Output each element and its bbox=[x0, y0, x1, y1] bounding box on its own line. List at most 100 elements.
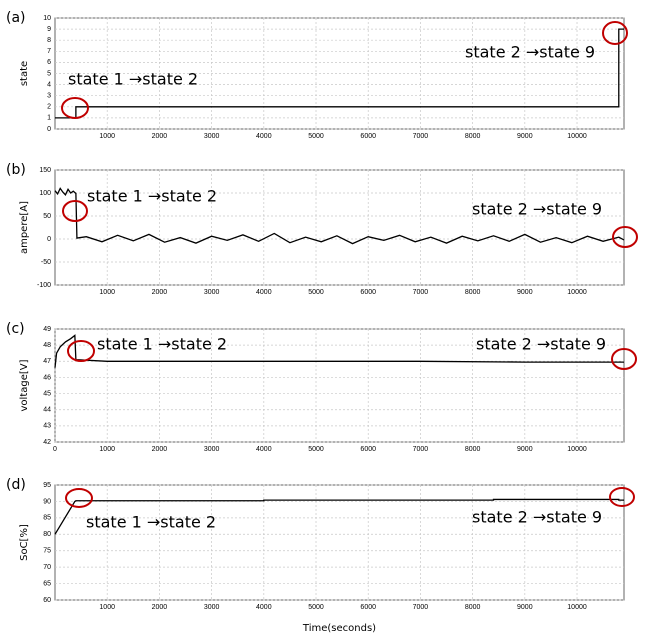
y-tick-label: -100 bbox=[37, 282, 51, 289]
x-tick-label: 6000 bbox=[360, 133, 376, 140]
y-axis-label: SoC[%] bbox=[19, 524, 30, 561]
highlight bbox=[67, 340, 95, 362]
y-tick-label: 2 bbox=[47, 104, 51, 111]
x-tick-label: 8000 bbox=[465, 604, 481, 611]
panel-label: (a) bbox=[6, 10, 26, 26]
annotation: state 1 →state 2 bbox=[97, 335, 227, 354]
plot-frame bbox=[54, 169, 625, 286]
plot-frame bbox=[54, 328, 625, 443]
x-tick-label: 7000 bbox=[413, 289, 429, 296]
y-tick-label: 0 bbox=[47, 236, 51, 243]
data-line bbox=[54, 334, 624, 368]
y-tick-label: 3 bbox=[47, 93, 51, 100]
x-tick-label: 6000 bbox=[360, 604, 376, 611]
y-tick-label: 10 bbox=[43, 15, 51, 22]
x-axis-label: Time(seconds) bbox=[302, 623, 376, 634]
y-tick-label: 49 bbox=[43, 326, 51, 333]
y-tick-label: 5 bbox=[47, 70, 51, 77]
y-tick-label: 80 bbox=[43, 531, 51, 538]
x-tick-label: 0 bbox=[53, 446, 57, 453]
data-line bbox=[54, 187, 625, 245]
y-tick-label: 1 bbox=[47, 115, 51, 122]
x-tick-label: 4000 bbox=[256, 604, 272, 611]
y-tick-label: 85 bbox=[43, 515, 51, 522]
x-tick-label: 2000 bbox=[152, 446, 168, 453]
y-tick-label: 48 bbox=[43, 342, 51, 349]
panel-label: (d) bbox=[6, 477, 26, 493]
y-tick-label: 50 bbox=[43, 213, 51, 220]
x-tick-label: 1000 bbox=[99, 289, 115, 296]
panel-label: (b) bbox=[6, 162, 26, 178]
highlight bbox=[65, 488, 93, 508]
y-tick-label: 46 bbox=[43, 374, 51, 381]
x-tick-label: 2000 bbox=[152, 133, 168, 140]
y-tick-label: 65 bbox=[43, 580, 51, 587]
y-tick-label: 75 bbox=[43, 548, 51, 555]
x-tick-label: 2000 bbox=[152, 604, 168, 611]
y-tick-label: 47 bbox=[43, 358, 51, 365]
highlight bbox=[609, 487, 635, 507]
x-tick-label: 4000 bbox=[256, 289, 272, 296]
y-tick-label: 95 bbox=[43, 482, 51, 489]
x-tick-label: 1000 bbox=[99, 446, 115, 453]
x-tick-label: 10000 bbox=[567, 289, 587, 296]
y-axis-label: state bbox=[19, 61, 30, 86]
highlight-circles bbox=[61, 21, 638, 508]
x-tick-label: 3000 bbox=[204, 289, 220, 296]
x-tick-label: 10000 bbox=[567, 604, 587, 611]
x-tick-label: 9000 bbox=[517, 604, 533, 611]
x-tick-label: 3000 bbox=[204, 133, 220, 140]
plot-frame bbox=[54, 484, 625, 601]
y-tick-label: 60 bbox=[43, 597, 51, 604]
x-tick-label: 7000 bbox=[413, 604, 429, 611]
y-tick-label: 0 bbox=[47, 126, 51, 133]
x-tick-label: 5000 bbox=[308, 604, 324, 611]
x-tick-label: 10000 bbox=[567, 446, 587, 453]
y-tick-label: 45 bbox=[43, 390, 51, 397]
data-line bbox=[54, 498, 624, 535]
x-tick-label: 10000 bbox=[567, 133, 587, 140]
y-tick-label: 8 bbox=[47, 37, 51, 44]
x-tick-label: 8000 bbox=[465, 446, 481, 453]
x-tick-label: 6000 bbox=[360, 289, 376, 296]
y-tick-label: 70 bbox=[43, 564, 51, 571]
y-tick-label: 6 bbox=[47, 59, 51, 66]
annotation: state 1 →state 2 bbox=[86, 513, 216, 532]
y-tick-label: 44 bbox=[43, 407, 51, 414]
y-axis-label: voltage[V] bbox=[19, 359, 30, 411]
highlight bbox=[612, 226, 638, 248]
y-axis-label: ampere[A] bbox=[19, 201, 30, 254]
x-tick-label: 7000 bbox=[413, 446, 429, 453]
y-tick-label: 43 bbox=[43, 423, 51, 430]
highlight bbox=[61, 97, 89, 119]
annotation: state 1 →state 2 bbox=[68, 70, 198, 89]
x-tick-label: 6000 bbox=[360, 446, 376, 453]
panel-label: (c) bbox=[6, 321, 25, 337]
highlight bbox=[602, 21, 628, 45]
y-tick-label: 100 bbox=[39, 190, 51, 197]
x-tick-label: 1000 bbox=[99, 604, 115, 611]
x-tick-label: 9000 bbox=[517, 446, 533, 453]
x-tick-label: 3000 bbox=[204, 604, 220, 611]
annotation: state 2 →state 9 bbox=[472, 200, 602, 219]
x-tick-label: 3000 bbox=[204, 446, 220, 453]
y-tick-label: 9 bbox=[47, 26, 51, 33]
x-tick-label: 5000 bbox=[308, 289, 324, 296]
highlight bbox=[62, 200, 88, 222]
annotation: state 2 →state 9 bbox=[465, 43, 595, 62]
x-tick-label: 8000 bbox=[465, 289, 481, 296]
x-tick-label: 4000 bbox=[256, 133, 272, 140]
x-tick-label: 5000 bbox=[308, 133, 324, 140]
y-tick-label: 90 bbox=[43, 498, 51, 505]
y-tick-label: 4 bbox=[47, 81, 51, 88]
y-tick-label: 7 bbox=[47, 48, 51, 55]
x-tick-label: 9000 bbox=[517, 133, 533, 140]
x-tick-label: 7000 bbox=[413, 133, 429, 140]
annotation: state 1 →state 2 bbox=[87, 187, 217, 206]
x-tick-label: 5000 bbox=[308, 446, 324, 453]
x-tick-label: 8000 bbox=[465, 133, 481, 140]
y-tick-label: -50 bbox=[41, 259, 51, 266]
annotation: state 2 →state 9 bbox=[472, 508, 602, 527]
x-tick-label: 4000 bbox=[256, 446, 272, 453]
